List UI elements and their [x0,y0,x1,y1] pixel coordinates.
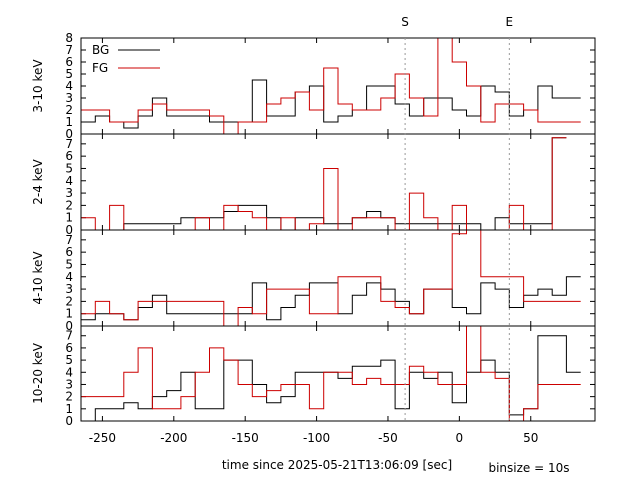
y-tick-label: 6 [65,149,73,163]
series-fg-line [81,38,581,134]
x-tick-label: -250 [89,431,116,445]
y-tick-label: 1 [65,211,73,225]
y-tick-label: 3 [65,186,73,200]
binsize-note: binsize = 10s [488,461,569,475]
y-tick-label: 1 [65,307,73,321]
y-tick-label: 6 [65,55,73,69]
y-tick-label: 0 [65,127,73,141]
y-tick-label: 0 [65,319,73,333]
x-tick-label: -50 [378,431,398,445]
y-tick-label: 5 [65,257,73,271]
y-tick-label: 2 [65,103,73,117]
y-tick-label: 6 [65,341,73,355]
y-tick-label: 5 [65,67,73,81]
y-tick-label: 1 [65,402,73,416]
x-axis-label: time since 2025-05-21T13:06:09 [sec] [222,458,452,472]
y-tick-label: 4 [65,79,73,93]
series-bg-line [81,79,581,129]
panel-frame [80,325,596,422]
series-fg-line [81,137,567,230]
y-tick-label: 4 [65,365,73,379]
y-tick-label: 7 [65,233,73,247]
marker-label-e: E [506,15,514,29]
y-axis-label: 2-4 keV [31,158,45,204]
y-tick-label: 3 [65,377,73,391]
y-tick-label: 0 [65,223,73,237]
series-bg-line [81,335,581,421]
legend-label-bg: BG [92,43,109,57]
y-tick-label: 4 [65,174,73,188]
y-axis-label: 10-20 keV [31,342,45,404]
y-tick-label: 6 [65,245,73,259]
marker-label-s: S [401,15,409,29]
y-tick-label: 7 [65,43,73,57]
y-tick-label: 1 [65,115,73,129]
y-tick-label: 5 [65,161,73,175]
x-tick-label: 0 [456,431,464,445]
series-bg-line [81,276,581,321]
y-tick-label: 2 [65,198,73,212]
y-axis-label: 3-10 keV [31,59,45,113]
y-tick-label: 3 [65,91,73,105]
y-tick-label: 5 [65,353,73,367]
y-tick-label: 3 [65,282,73,296]
y-tick-label: 7 [65,329,73,343]
y-axis-label: 4-10 keV [31,251,45,305]
y-tick-label: 7 [65,137,73,151]
y-tick-label: 2 [65,390,73,404]
series-fg-line [81,230,581,326]
x-tick-label: 50 [523,431,538,445]
x-tick-label: -100 [303,431,330,445]
x-axis: -250 -200 -150 -100 -50 0 50 [89,431,539,445]
y-tick-label: 8 [65,31,73,45]
y-tick-label: 0 [65,414,73,428]
legend: BG FG [92,43,160,75]
x-tick-label: -150 [232,431,259,445]
y-tick-label: 2 [65,294,73,308]
legend-label-fg: FG [92,61,108,75]
y-tick-label: 4 [65,270,73,284]
x-tick-label: -200 [160,431,187,445]
series-fg-line [81,326,581,421]
